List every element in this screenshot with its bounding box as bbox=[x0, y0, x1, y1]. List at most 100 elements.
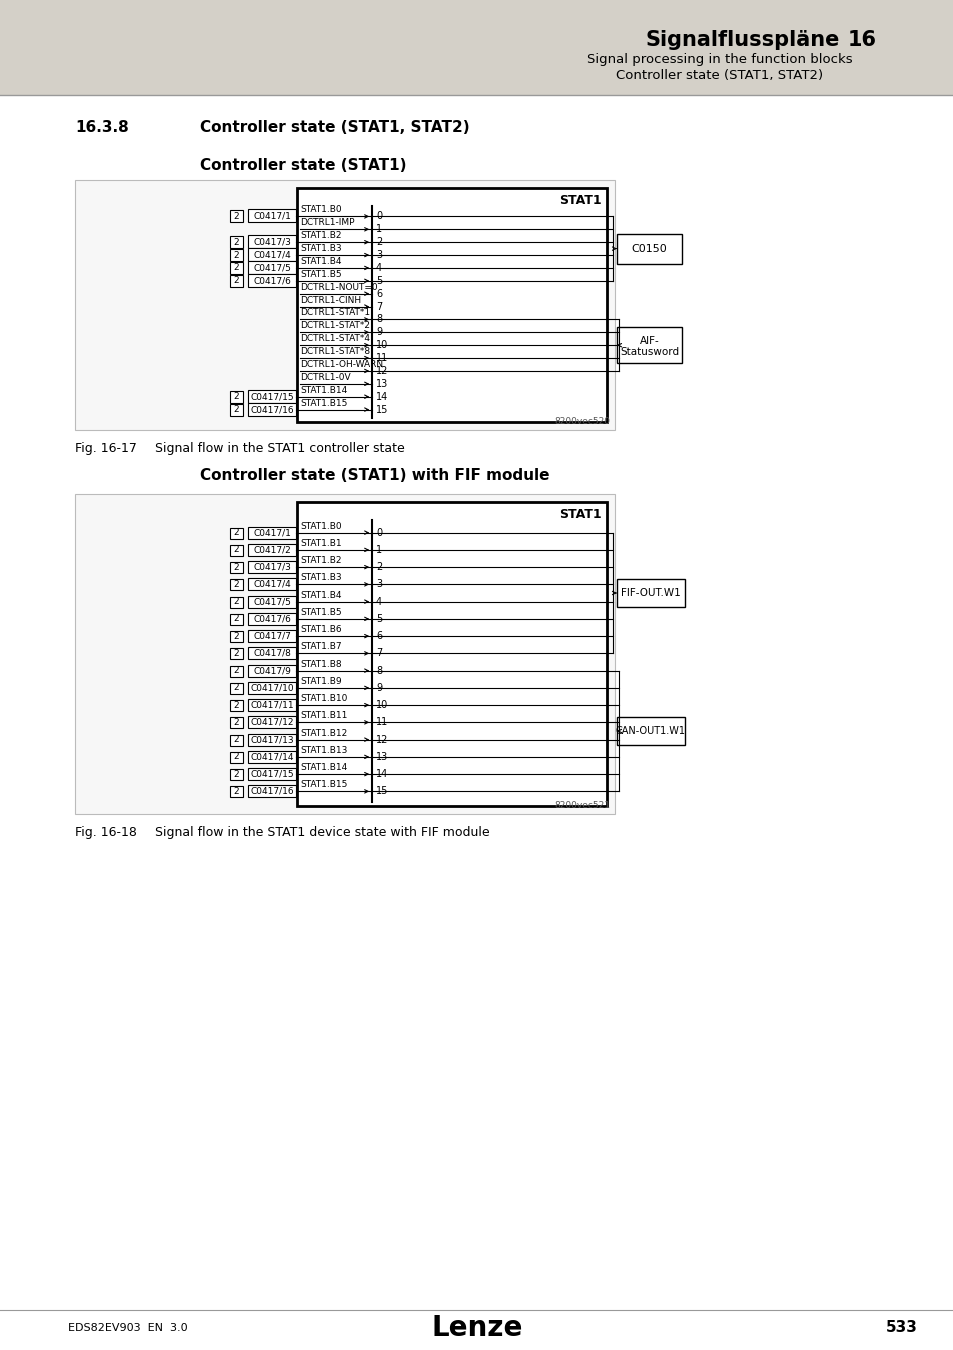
Text: C0417/4: C0417/4 bbox=[253, 251, 291, 259]
Text: Fig. 16-18: Fig. 16-18 bbox=[75, 826, 136, 838]
FancyBboxPatch shape bbox=[617, 717, 684, 745]
Text: 2: 2 bbox=[233, 649, 239, 657]
Text: 2: 2 bbox=[233, 277, 239, 285]
Text: 2: 2 bbox=[233, 718, 239, 726]
Text: DCTRL1-0V: DCTRL1-0V bbox=[299, 373, 351, 382]
Text: C0417/5: C0417/5 bbox=[253, 597, 291, 606]
FancyBboxPatch shape bbox=[230, 632, 243, 643]
Text: AIF-: AIF- bbox=[639, 336, 659, 346]
FancyBboxPatch shape bbox=[248, 526, 295, 539]
Text: DCTRL1-CINH: DCTRL1-CINH bbox=[299, 296, 361, 305]
Text: 2: 2 bbox=[233, 632, 239, 641]
Text: CAN-OUT1.W1: CAN-OUT1.W1 bbox=[616, 726, 685, 736]
Text: 2: 2 bbox=[233, 238, 239, 247]
FancyBboxPatch shape bbox=[230, 404, 243, 416]
Text: C0417/7: C0417/7 bbox=[253, 632, 291, 641]
Text: 5: 5 bbox=[375, 275, 382, 286]
Text: 12: 12 bbox=[375, 366, 388, 375]
Text: DCTRL1-IMP: DCTRL1-IMP bbox=[299, 219, 355, 227]
Text: Signal flow in the STAT1 controller state: Signal flow in the STAT1 controller stat… bbox=[154, 441, 404, 455]
Text: 2: 2 bbox=[233, 563, 239, 571]
Text: 13: 13 bbox=[375, 379, 388, 389]
Text: C0417/15: C0417/15 bbox=[250, 769, 294, 779]
Text: 8200vec521: 8200vec521 bbox=[554, 801, 609, 810]
Text: Controller state (STAT1): Controller state (STAT1) bbox=[200, 158, 406, 173]
Text: C0417/6: C0417/6 bbox=[253, 277, 291, 285]
Text: FIF-OUT.W1: FIF-OUT.W1 bbox=[620, 589, 680, 598]
FancyBboxPatch shape bbox=[296, 502, 606, 806]
FancyBboxPatch shape bbox=[617, 234, 681, 263]
FancyBboxPatch shape bbox=[248, 562, 295, 574]
Text: C0417/1: C0417/1 bbox=[253, 528, 291, 537]
Text: C0417/4: C0417/4 bbox=[253, 580, 291, 589]
Text: 2: 2 bbox=[233, 597, 239, 606]
FancyBboxPatch shape bbox=[248, 595, 295, 608]
Text: 2: 2 bbox=[233, 769, 239, 779]
Text: 6: 6 bbox=[375, 632, 382, 641]
Text: C0417/9: C0417/9 bbox=[253, 666, 291, 675]
FancyBboxPatch shape bbox=[248, 261, 295, 274]
Text: C0417/12: C0417/12 bbox=[250, 718, 294, 726]
Text: C0417/15: C0417/15 bbox=[250, 393, 294, 401]
Text: STAT1.B10: STAT1.B10 bbox=[299, 694, 347, 703]
Text: STAT1.B2: STAT1.B2 bbox=[299, 231, 341, 240]
Text: 2: 2 bbox=[375, 562, 382, 572]
FancyBboxPatch shape bbox=[230, 752, 243, 763]
Text: C0417/3: C0417/3 bbox=[253, 563, 291, 571]
FancyBboxPatch shape bbox=[230, 248, 243, 261]
FancyBboxPatch shape bbox=[75, 494, 615, 814]
FancyBboxPatch shape bbox=[617, 327, 681, 363]
Text: 2: 2 bbox=[233, 393, 239, 401]
Text: 4: 4 bbox=[375, 597, 382, 606]
Text: C0417/6: C0417/6 bbox=[253, 614, 291, 624]
FancyBboxPatch shape bbox=[230, 614, 243, 625]
Text: C0417/1: C0417/1 bbox=[253, 212, 291, 221]
FancyBboxPatch shape bbox=[0, 95, 953, 1350]
Text: 2: 2 bbox=[233, 683, 239, 693]
Text: 9: 9 bbox=[375, 327, 382, 338]
FancyBboxPatch shape bbox=[248, 664, 295, 676]
Text: C0417/2: C0417/2 bbox=[253, 545, 291, 555]
Text: 2: 2 bbox=[233, 701, 239, 710]
Text: Controller state (STAT1) with FIF module: Controller state (STAT1) with FIF module bbox=[200, 468, 549, 483]
FancyBboxPatch shape bbox=[248, 733, 295, 745]
FancyBboxPatch shape bbox=[230, 701, 243, 711]
FancyBboxPatch shape bbox=[230, 211, 243, 223]
FancyBboxPatch shape bbox=[230, 528, 243, 539]
Text: 14: 14 bbox=[375, 392, 388, 402]
FancyBboxPatch shape bbox=[248, 274, 295, 286]
FancyBboxPatch shape bbox=[75, 180, 615, 431]
Text: C0417/14: C0417/14 bbox=[250, 752, 294, 761]
Text: STAT1.B15: STAT1.B15 bbox=[299, 780, 347, 790]
Text: 2: 2 bbox=[233, 405, 239, 414]
FancyBboxPatch shape bbox=[230, 545, 243, 556]
FancyBboxPatch shape bbox=[248, 751, 295, 763]
FancyBboxPatch shape bbox=[230, 648, 243, 659]
Text: STAT1.B0: STAT1.B0 bbox=[299, 205, 341, 215]
Text: C0150: C0150 bbox=[631, 243, 667, 254]
Text: 2: 2 bbox=[375, 238, 382, 247]
Text: C0417/10: C0417/10 bbox=[250, 683, 294, 693]
Text: 16: 16 bbox=[847, 30, 876, 50]
Text: STAT1.B0: STAT1.B0 bbox=[299, 521, 341, 531]
FancyBboxPatch shape bbox=[230, 579, 243, 590]
FancyBboxPatch shape bbox=[248, 578, 295, 590]
Text: STAT1.B13: STAT1.B13 bbox=[299, 745, 347, 755]
Text: STAT1.B9: STAT1.B9 bbox=[299, 676, 341, 686]
FancyBboxPatch shape bbox=[248, 544, 295, 556]
FancyBboxPatch shape bbox=[248, 630, 295, 643]
Text: 9: 9 bbox=[375, 683, 382, 693]
Text: 4: 4 bbox=[375, 263, 382, 273]
Text: DCTRL1-OH-WARN: DCTRL1-OH-WARN bbox=[299, 360, 383, 369]
FancyBboxPatch shape bbox=[230, 275, 243, 286]
Text: 11: 11 bbox=[375, 354, 388, 363]
FancyBboxPatch shape bbox=[248, 613, 295, 625]
Text: 2: 2 bbox=[233, 263, 239, 273]
Text: DCTRL1-NOUT=0: DCTRL1-NOUT=0 bbox=[299, 282, 377, 292]
Text: 12: 12 bbox=[375, 734, 388, 745]
Text: C0417/3: C0417/3 bbox=[253, 238, 291, 247]
Text: DCTRL1-STAT*1: DCTRL1-STAT*1 bbox=[299, 308, 370, 317]
Text: 0: 0 bbox=[375, 528, 382, 537]
Text: C0417/5: C0417/5 bbox=[253, 263, 291, 273]
Text: 8: 8 bbox=[375, 666, 382, 675]
